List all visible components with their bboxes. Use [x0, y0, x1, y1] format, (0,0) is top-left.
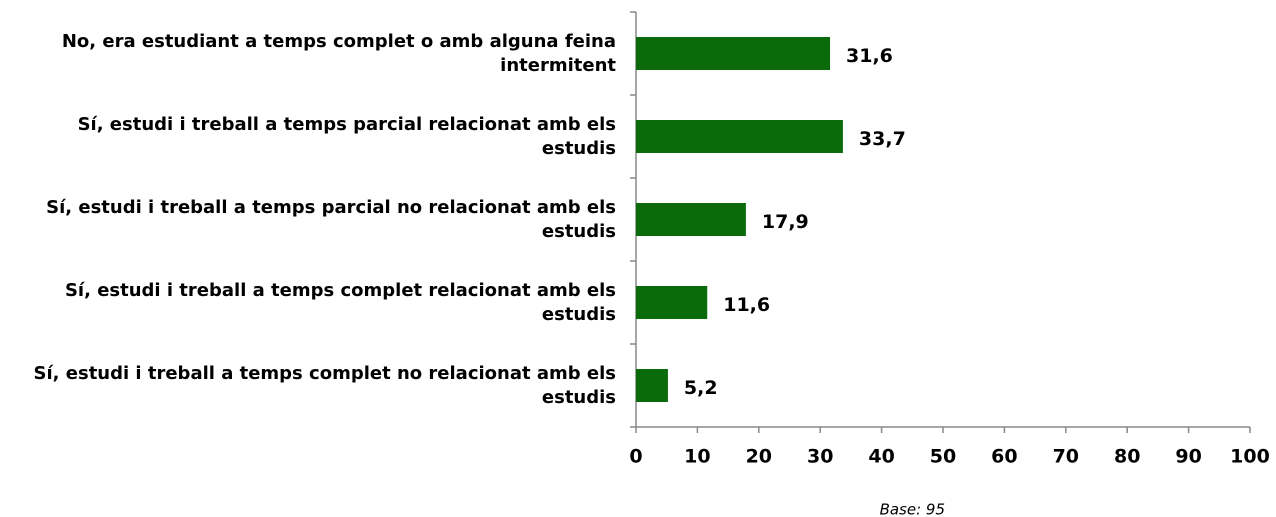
x-tick-label: 60: [991, 446, 1017, 468]
x-tick-label: 90: [1175, 446, 1201, 468]
value-label: 33,7: [859, 128, 906, 150]
value-label: 5,2: [684, 377, 718, 399]
annotation: Base: 95: [880, 501, 945, 517]
x-tick-label: 40: [868, 446, 894, 468]
bar: [636, 120, 843, 153]
value-label: 31,6: [846, 45, 893, 67]
category-label: Sí, estudi i treball a temps complet rel…: [64, 279, 616, 325]
value-label: 17,9: [762, 211, 809, 233]
x-tick-label: 70: [1053, 446, 1079, 468]
category-label: No, era estudiant a temps complet o amb …: [61, 30, 616, 76]
x-tick-label: 100: [1230, 446, 1270, 468]
bar: [636, 203, 746, 236]
category-label: Sí, estudi i treball a temps parcial rel…: [77, 113, 616, 159]
category-label: Sí, estudi i treball a temps complet no …: [33, 362, 616, 408]
x-tick-label: 50: [930, 446, 956, 468]
x-tick-label: 80: [1114, 446, 1140, 468]
value-label: 11,6: [723, 294, 770, 316]
bar: [636, 37, 831, 70]
category-label: Sí, estudi i treball a temps parcial no …: [46, 196, 616, 242]
x-tick-label: 30: [807, 446, 833, 468]
x-tick-label: 10: [684, 446, 710, 468]
bar: [636, 369, 668, 402]
x-tick-label: 20: [746, 446, 772, 468]
x-tick-label: 0: [629, 446, 642, 468]
bar: [636, 286, 708, 319]
